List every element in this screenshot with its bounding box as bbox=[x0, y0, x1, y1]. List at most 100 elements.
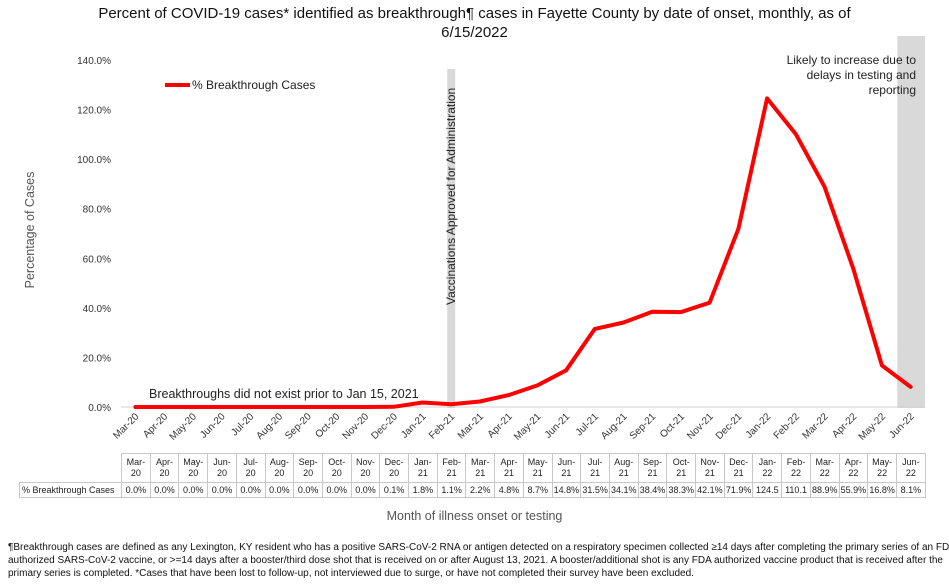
x-tick-label: Aug-20 bbox=[254, 411, 285, 442]
data-point bbox=[650, 310, 654, 314]
data-table-value-cell: 71.9% bbox=[723, 482, 754, 498]
data-table-header-cell: Mar- 22 bbox=[809, 453, 840, 483]
data-table-value-cell: 88.9% bbox=[809, 482, 840, 498]
data-point bbox=[823, 185, 826, 189]
data-point bbox=[421, 401, 424, 405]
data-table-header-cell: May- 20 bbox=[178, 453, 209, 483]
x-tick-label: Mar-21 bbox=[456, 411, 486, 441]
data-table-header-cell: Jul- 21 bbox=[580, 453, 610, 483]
data-point bbox=[880, 363, 884, 367]
reporting-delay-label-line: delays in testing and bbox=[807, 68, 916, 82]
data-table-value-row: % Breakthrough Cases 0.0% 0.0% 0.0% 0.0% 0.0%… bbox=[19, 482, 926, 498]
data-table-header-cell: Aug- 21 bbox=[608, 453, 639, 483]
data-table-header-cell: Jun- 20 bbox=[207, 453, 237, 483]
data-table-header-cell: Aug- 20 bbox=[264, 453, 295, 483]
data-table-value-cell: 34.1% bbox=[608, 482, 639, 498]
series-line-breakthrough bbox=[133, 96, 913, 409]
data-table-header-cell: Mar- 20 bbox=[121, 453, 151, 483]
data-table-value-cell: 0.0% bbox=[264, 482, 295, 498]
data-point bbox=[593, 327, 597, 331]
data-table-header-cell: Nov- 21 bbox=[695, 453, 725, 483]
data-point bbox=[564, 368, 568, 372]
reporting-delay-label-line: Likely to increase due to bbox=[787, 53, 917, 67]
x-tick-label: May-21 bbox=[512, 411, 544, 443]
data-point bbox=[765, 96, 769, 100]
data-table-value-cell: 0.0% bbox=[321, 482, 352, 498]
legend-label: % Breakthrough Cases bbox=[192, 78, 315, 92]
data-table-value-cell: 14.8% bbox=[551, 482, 582, 498]
data-point bbox=[248, 405, 252, 409]
data-table-header-cell: Jan- 21 bbox=[408, 453, 438, 483]
data-table-header-cell: Dec- 20 bbox=[379, 453, 410, 483]
y-tick-label: 100.0% bbox=[77, 155, 111, 166]
data-table-value-cell: 0.0% bbox=[293, 482, 323, 498]
data-table-header-cell: Oct- 20 bbox=[321, 453, 352, 483]
data-table-value-cell: 38.3% bbox=[666, 482, 697, 498]
data-point bbox=[392, 405, 396, 409]
x-tick-label: Jun-22 bbox=[887, 411, 917, 441]
footnote: ¶Breakthrough cases are defined as any L… bbox=[8, 541, 949, 580]
footnote-line-1: ¶Breakthrough cases are defined as any L… bbox=[8, 542, 949, 553]
x-tick-label: Dec-20 bbox=[369, 411, 400, 442]
data-point bbox=[334, 405, 338, 409]
data-point bbox=[449, 402, 453, 406]
x-tick-label: Aug-21 bbox=[599, 411, 630, 442]
x-tick-label: May-20 bbox=[168, 411, 200, 443]
data-table-value-cell: 0.0% bbox=[235, 482, 266, 498]
data-point bbox=[736, 227, 740, 231]
data-table-header-cell: Apr- 20 bbox=[149, 453, 180, 483]
x-tick-label: May-22 bbox=[857, 411, 889, 443]
data-table-value-cell: 1.1% bbox=[436, 482, 467, 498]
data-table-header-cell: Feb- 21 bbox=[436, 453, 467, 483]
x-tick-label: Feb-22 bbox=[772, 411, 802, 441]
x-axis-title: Month of illness onset or testing bbox=[386, 509, 563, 523]
data-table-header-cell: Jun- 21 bbox=[551, 453, 582, 483]
y-tick-label: 120.0% bbox=[77, 106, 111, 117]
footnote-line-3: primary series is completed. *Cases that… bbox=[8, 568, 694, 579]
data-point bbox=[133, 405, 137, 409]
data-table-header-cell: Dec- 21 bbox=[723, 453, 754, 483]
data-table-value-cell: 0.0% bbox=[350, 482, 381, 498]
x-tick-label: Mar-20 bbox=[111, 411, 141, 441]
x-tick-label: Dec-21 bbox=[714, 411, 745, 442]
data-table-header-cell: May- 22 bbox=[867, 453, 897, 483]
data-table-value-cell: 4.8% bbox=[494, 482, 524, 498]
data-table-value-cell: 42.1% bbox=[695, 482, 725, 498]
data-table-header-cell: Jan- 22 bbox=[752, 453, 783, 483]
y-tick-label: 140.0% bbox=[77, 56, 111, 67]
x-tick-label: Nov-20 bbox=[341, 411, 372, 442]
data-table-value-cell: 1.8% bbox=[408, 482, 438, 498]
data-table-header-cell: Sep- 21 bbox=[637, 453, 668, 483]
data-point bbox=[478, 400, 482, 404]
chart-title-line-2: 6/15/2022 bbox=[441, 24, 508, 41]
data-table-header-row: Mar- 20 Apr- 20 May- 20 Jun- 20 Jul- 20 Aug- 20 Sep-… bbox=[20, 453, 926, 483]
data-table-header-cell: Apr- 21 bbox=[494, 453, 524, 483]
data-table-value-cell: 0.0% bbox=[178, 482, 209, 498]
y-tick-label: 0.0% bbox=[88, 403, 111, 414]
x-tick-label: Mar-22 bbox=[800, 411, 830, 441]
data-table-value-cell: 0.0% bbox=[149, 482, 180, 498]
chart-title-line-1: Percent of COVID-19 cases* identified as… bbox=[98, 5, 851, 22]
data-point bbox=[191, 405, 195, 409]
y-axis-title: Percentage of Cases bbox=[23, 172, 37, 289]
data-point bbox=[277, 405, 281, 409]
reporting-delay-region bbox=[897, 36, 925, 408]
data-point bbox=[306, 405, 310, 409]
x-tick-label: Sep-20 bbox=[283, 411, 314, 442]
data-table-value-cell: 0.1% bbox=[379, 482, 410, 498]
footnote-line-2: authorized SARS-CoV-2 vaccine, or >=14 d… bbox=[8, 555, 943, 566]
data-table-value-cell: 31.5% bbox=[580, 482, 610, 498]
data-table-value-cell: 124.5 bbox=[752, 482, 783, 498]
data-table-value-cell: 2.2% bbox=[465, 482, 496, 498]
data-table-value-cell: 0.0% bbox=[121, 482, 151, 498]
data-table-value-cell: 55.9% bbox=[838, 482, 869, 498]
data-table-value-cell: 16.8% bbox=[867, 482, 897, 498]
y-tick-label: 20.0% bbox=[83, 353, 111, 364]
chart-title: Percent of COVID-19 cases* identified as… bbox=[0, 4, 949, 42]
data-table-corner bbox=[20, 454, 122, 483]
x-tick-label: Jun-21 bbox=[543, 411, 573, 441]
data-table-header-cell: Jun- 22 bbox=[895, 453, 926, 483]
x-tick-label: Jan-21 bbox=[399, 411, 429, 441]
data-table-header-cell: Mar- 21 bbox=[465, 453, 496, 483]
